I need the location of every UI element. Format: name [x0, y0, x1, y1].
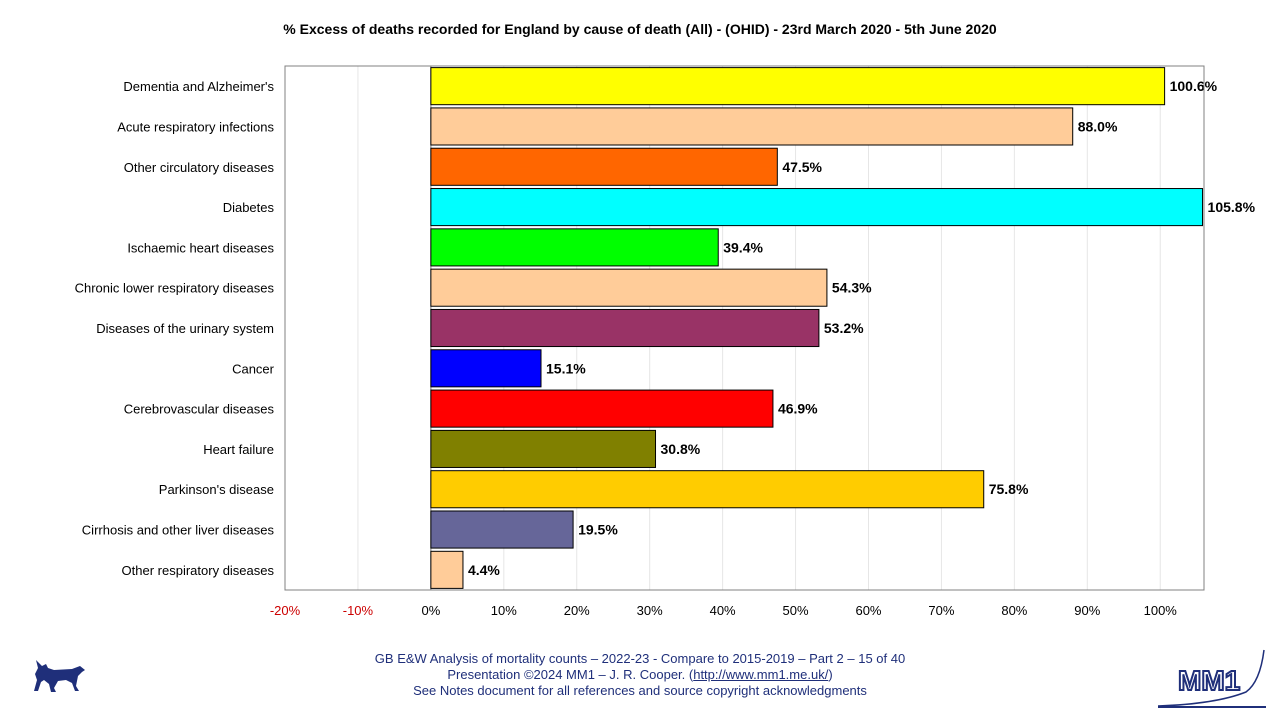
- category-label: Ischaemic heart diseases: [127, 240, 274, 255]
- x-tick-label: 10%: [491, 603, 517, 618]
- category-label: Other respiratory diseases: [122, 563, 275, 578]
- category-label: Acute respiratory infections: [117, 119, 274, 134]
- category-label: Heart failure: [203, 442, 274, 457]
- data-label: 75.8%: [989, 481, 1029, 497]
- x-tick-label: 0%: [421, 603, 440, 618]
- data-label: 88.0%: [1078, 118, 1118, 134]
- bar: [430, 389, 774, 428]
- data-label: 54.3%: [832, 280, 872, 296]
- bar: [430, 67, 1166, 106]
- bar: [430, 510, 574, 549]
- x-tick-label: 100%: [1144, 603, 1178, 618]
- bar: [430, 147, 778, 186]
- category-label: Cerebrovascular diseases: [124, 402, 275, 417]
- x-axis-ticks: -20% -10% 0% 10% 20% 30% 40% 50% 60% 70% 80% 90% 100…: [270, 603, 1177, 618]
- data-label: 30.8%: [661, 441, 701, 457]
- category-labels: Dementia and Alzheimer's Acute respirator…: [75, 79, 275, 578]
- mm1-logo: MM1: [1156, 648, 1268, 715]
- bar: [430, 349, 542, 388]
- bar: [430, 107, 1074, 146]
- dog-icon: [32, 656, 88, 699]
- bar: [430, 429, 657, 468]
- bar: [430, 268, 828, 307]
- data-label: 39.4%: [723, 239, 763, 255]
- x-tick-label: 50%: [783, 603, 809, 618]
- bar: [430, 308, 820, 348]
- category-label: Dementia and Alzheimer's: [123, 79, 274, 94]
- bars: [430, 67, 1204, 589]
- bar-chart: Dementia and Alzheimer's Acute respirator…: [75, 65, 1256, 618]
- data-label: 105.8%: [1208, 199, 1256, 215]
- x-tick-label: 30%: [637, 603, 663, 618]
- category-label: Diabetes: [223, 200, 275, 215]
- footer-line-1: GB E&W Analysis of mortality counts – 20…: [374, 651, 906, 666]
- footer-copyright: Presentation ©2024 MM1 – J. R. Cooper. (: [447, 667, 694, 682]
- category-label: Other circulatory diseases: [124, 160, 275, 175]
- bar: [430, 228, 719, 267]
- x-tick-label: -10%: [343, 603, 374, 618]
- footer: GB E&W Analysis of mortality counts – 20…: [300, 651, 980, 699]
- category-label: Chronic lower respiratory diseases: [75, 281, 275, 296]
- bar: [430, 550, 464, 589]
- plot-area-frame: [284, 65, 1205, 591]
- x-tick-label: 20%: [564, 603, 590, 618]
- x-tick-label: 80%: [1001, 603, 1027, 618]
- data-label: 53.2%: [824, 320, 864, 336]
- logo-text: MM1: [1178, 665, 1240, 696]
- data-label: 46.9%: [778, 401, 818, 417]
- bar: [430, 470, 985, 509]
- data-label: 15.1%: [546, 360, 586, 376]
- data-label: 19.5%: [578, 522, 618, 538]
- footer-line-2: Presentation ©2024 MM1 – J. R. Cooper. (…: [300, 667, 980, 683]
- data-label: 47.5%: [782, 159, 822, 175]
- category-label: Cancer: [232, 361, 275, 376]
- category-label: Cirrhosis and other liver diseases: [82, 523, 275, 538]
- data-label: 100.6%: [1170, 78, 1218, 94]
- x-tick-label: 90%: [1074, 603, 1100, 618]
- category-label: Diseases of the urinary system: [96, 321, 274, 336]
- footer-line-3: See Notes document for all references an…: [413, 683, 867, 698]
- footer-paren: ): [828, 667, 833, 682]
- data-label: 4.4%: [468, 562, 500, 578]
- category-label: Parkinson's disease: [159, 482, 274, 497]
- x-tick-label: 60%: [855, 603, 881, 618]
- footer-website-link[interactable]: http://www.mm1.me.uk/: [693, 667, 829, 682]
- data-labels: 100.6% 88.0% 47.5% 105.8% 39.4% 54.3% 53.2% 15.…: [468, 78, 1256, 578]
- bar: [430, 188, 1204, 227]
- x-tick-label: -20%: [270, 603, 301, 618]
- x-tick-label: 70%: [928, 603, 954, 618]
- chart-title: % Excess of deaths recorded for England …: [283, 21, 997, 37]
- x-tick-label: 40%: [710, 603, 736, 618]
